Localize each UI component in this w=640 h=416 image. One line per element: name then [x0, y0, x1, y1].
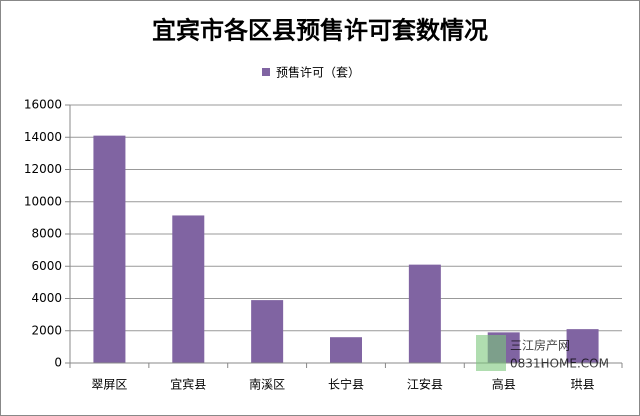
y-tick-label: 2000: [31, 323, 62, 337]
y-tick-label: 4000: [31, 291, 62, 305]
chart-title: 宜宾市各区县预售许可套数情况: [152, 16, 488, 45]
bar: [93, 135, 126, 363]
bar: [566, 329, 599, 363]
legend-swatch: [262, 68, 270, 76]
y-tick-label: 6000: [31, 259, 62, 273]
watermark-url: 0831HOME.COM: [510, 357, 609, 371]
bar: [330, 337, 362, 363]
y-tick-label: 10000: [24, 194, 62, 208]
x-tick-label: 江安县: [407, 377, 443, 392]
bar: [251, 300, 284, 363]
x-tick-label: 珙县: [571, 378, 595, 392]
y-tick-label: 14000: [24, 130, 62, 144]
x-tick-label: 翠屏区: [91, 378, 127, 392]
x-tick-label: 长宁县: [328, 377, 364, 392]
y-tick-label: 8000: [31, 227, 62, 241]
x-tick-label: 南溪区: [249, 377, 285, 392]
watermark-logo: [476, 335, 506, 371]
y-tick-label: 16000: [24, 98, 62, 112]
x-tick-label: 高县: [492, 377, 516, 392]
bar: [408, 264, 441, 363]
watermark-name: 三江房产网: [510, 338, 570, 353]
bar: [172, 215, 205, 363]
y-tick-label: 0: [54, 356, 62, 370]
legend-label: 预售许可（套）: [276, 65, 360, 80]
x-tick-label: 宜宾县: [170, 377, 206, 392]
y-tick-label: 12000: [24, 162, 62, 176]
